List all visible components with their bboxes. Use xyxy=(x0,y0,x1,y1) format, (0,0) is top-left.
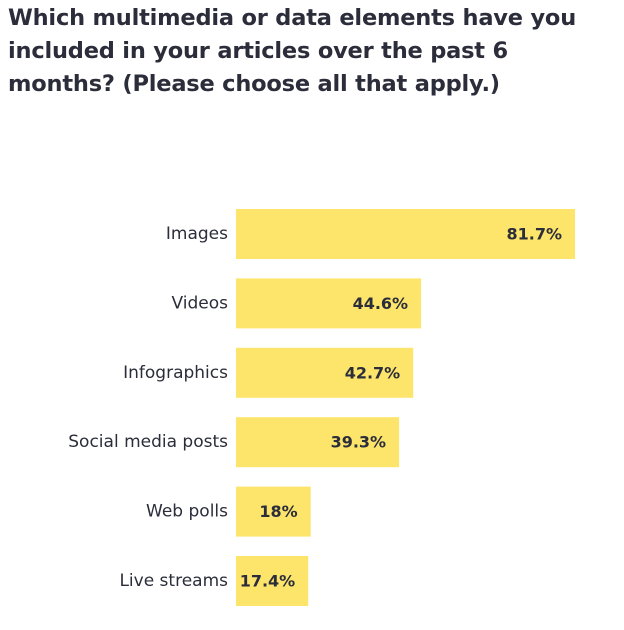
category-label-infographics: Infographics xyxy=(123,363,228,383)
value-label-infographics: 42.7% xyxy=(345,363,401,382)
bar-web-polls xyxy=(236,486,311,537)
bar-social-media-posts xyxy=(236,417,400,468)
bar-infographics xyxy=(236,347,414,398)
category-label-live-streams: Live streams xyxy=(119,571,228,591)
category-label-social-media-posts: Social media posts xyxy=(68,432,228,452)
value-label-social-media-posts: 39.3% xyxy=(331,433,387,452)
category-label-images: Images xyxy=(166,224,228,244)
bar-videos xyxy=(236,278,422,329)
category-label-web-polls: Web polls xyxy=(146,502,228,522)
value-label-videos: 44.6% xyxy=(353,294,409,313)
chart-title: Which multimedia or data elements have y… xyxy=(8,5,577,97)
value-label-web-polls: 18% xyxy=(259,502,297,521)
bar-live-streams xyxy=(236,556,309,606)
value-label-images: 81.7% xyxy=(507,225,563,244)
value-label-live-streams: 17.4% xyxy=(240,572,296,591)
category-label-videos: Videos xyxy=(172,293,229,313)
bars-group: Images 81.7% Videos 44.6% Infographics 42.7% S… xyxy=(68,209,576,606)
bar-images xyxy=(236,209,576,259)
